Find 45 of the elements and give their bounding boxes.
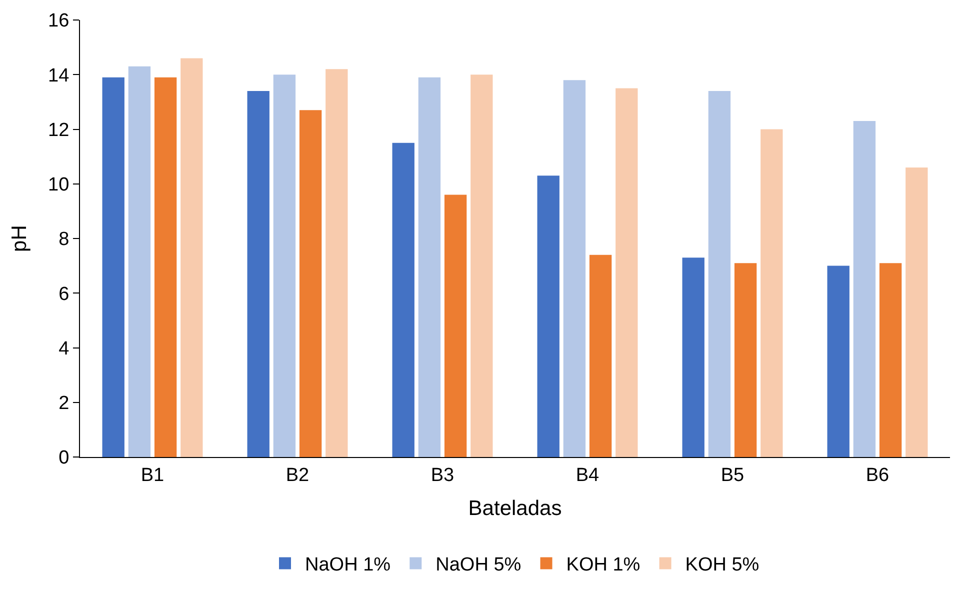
legend-label: KOH 1% xyxy=(566,554,640,576)
legend-label: NaOH 1% xyxy=(305,554,391,576)
bar xyxy=(563,80,586,457)
bar xyxy=(537,176,560,457)
x-tick-label: B4 xyxy=(576,464,600,486)
y-tick-label: 12 xyxy=(48,120,70,141)
y-axis-title: pH xyxy=(8,225,32,252)
bar xyxy=(734,263,757,457)
y-tick-label: 8 xyxy=(58,229,70,250)
bar xyxy=(906,167,928,457)
bar xyxy=(682,258,704,457)
bar xyxy=(589,254,612,457)
y-tick-label: 4 xyxy=(58,338,70,360)
legend-label: NaOH 5% xyxy=(436,554,522,576)
y-tick-label: 2 xyxy=(58,393,70,414)
bar xyxy=(128,66,151,457)
bar xyxy=(879,263,902,457)
x-tick-label: B5 xyxy=(720,464,744,486)
bar xyxy=(470,74,493,457)
y-tick-label: 16 xyxy=(48,10,70,32)
bar xyxy=(299,110,322,457)
bar xyxy=(180,58,203,457)
x-axis-title: Bateladas xyxy=(468,497,562,520)
x-tick-label: B6 xyxy=(866,464,890,486)
x-tick-label: B2 xyxy=(286,464,310,486)
bar xyxy=(444,194,467,457)
bar xyxy=(247,91,270,457)
bar xyxy=(708,91,731,457)
bar xyxy=(326,69,348,457)
x-tick-label: B1 xyxy=(140,464,164,486)
y-tick-label: 10 xyxy=(48,174,70,196)
bar xyxy=(853,121,876,457)
x-tick-label: B3 xyxy=(430,464,454,486)
bar xyxy=(102,77,124,457)
y-tick-label: 0 xyxy=(58,448,70,469)
y-tick-label: 14 xyxy=(48,65,70,86)
bar xyxy=(616,88,638,457)
y-tick-label: 6 xyxy=(58,284,70,305)
bar xyxy=(760,129,783,457)
legend-label: KOH 5% xyxy=(685,554,760,576)
bar xyxy=(392,142,414,457)
bar xyxy=(418,77,441,457)
bar xyxy=(154,77,177,457)
bar xyxy=(827,266,850,457)
bar xyxy=(273,74,296,457)
